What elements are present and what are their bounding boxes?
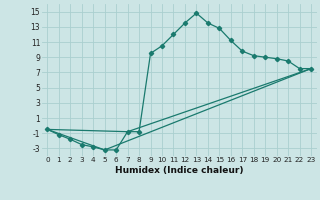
X-axis label: Humidex (Indice chaleur): Humidex (Indice chaleur)	[115, 166, 244, 175]
